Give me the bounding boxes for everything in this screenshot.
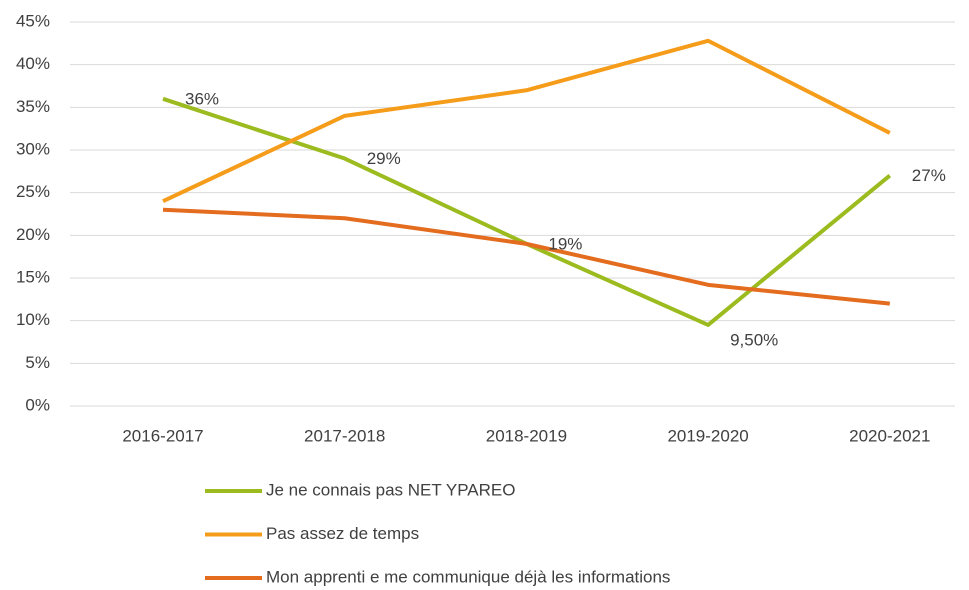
y-tick-label: 35% [16,97,50,116]
y-tick-label: 40% [16,54,50,73]
y-tick-label: 5% [25,353,50,372]
legend-label: Mon apprenti e me communique déjà les in… [266,567,670,586]
data-label: 9,50% [730,330,778,349]
y-tick-label: 45% [16,11,50,30]
x-tick-label: 2018-2019 [486,426,567,445]
data-label: 19% [548,234,582,253]
y-tick-label: 20% [16,225,50,244]
y-tick-label: 10% [16,310,50,329]
y-tick-label: 30% [16,139,50,158]
legend-label: Pas assez de temps [266,524,419,543]
y-tick-label: 25% [16,182,50,201]
y-tick-label: 0% [25,395,50,414]
legend-label: Je ne connais pas NET YPAREO [266,480,515,499]
data-label: 27% [912,166,946,185]
series-line [162,207,891,306]
data-label: 36% [185,89,219,108]
series-line [162,38,891,204]
x-tick-label: 2016-2017 [122,426,203,445]
y-tick-label: 15% [16,267,50,286]
x-tick-label: 2019-2020 [667,426,748,445]
x-tick-label: 2017-2018 [304,426,385,445]
data-label: 29% [367,149,401,168]
x-tick-label: 2020-2021 [849,426,930,445]
